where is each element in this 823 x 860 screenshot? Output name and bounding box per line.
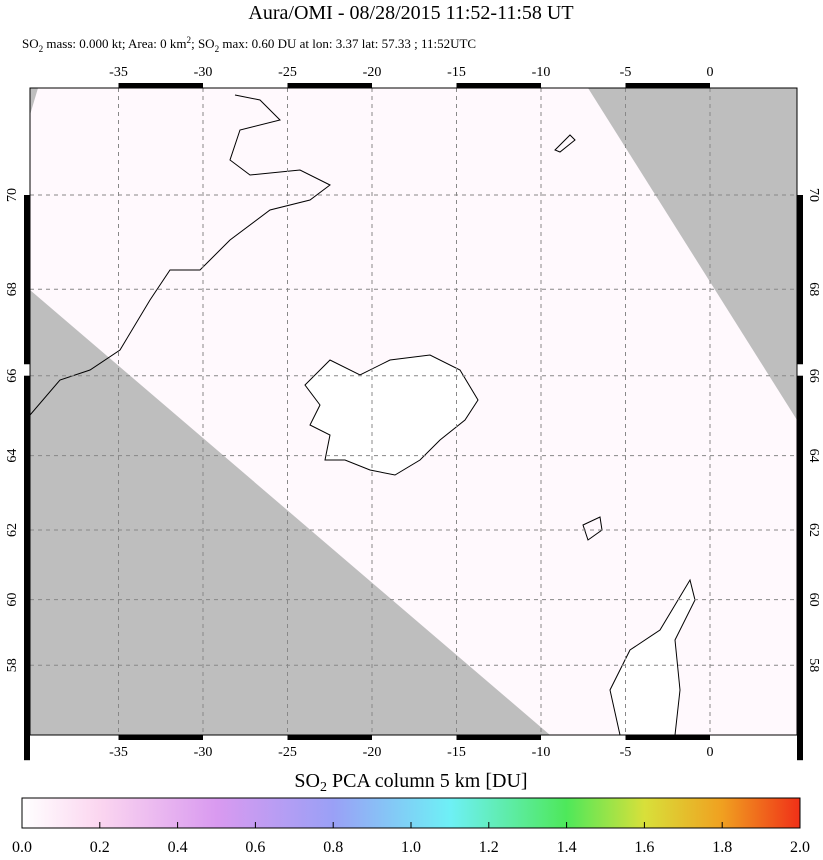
frame-tick xyxy=(797,375,803,471)
colorbar-tick-label: 0.2 xyxy=(90,839,110,855)
y-tick-label: 68 xyxy=(5,282,20,296)
greenland-coast xyxy=(30,94,331,416)
frame-tick xyxy=(797,455,803,531)
x-tick-label: -30 xyxy=(194,65,213,80)
text-part: ; SO xyxy=(191,36,214,51)
subtitle: SO2 mass: 0.000 kt; Area: 0 km2; SO2 max… xyxy=(22,35,476,54)
iceland xyxy=(304,354,479,476)
frame-tick xyxy=(24,665,30,761)
y-tick-label: 62 xyxy=(806,523,821,537)
x-tick-label: 0 xyxy=(707,65,714,80)
text-part: PCA column 5 km [DU] xyxy=(327,770,528,792)
y-tick-label: 64 xyxy=(5,449,20,463)
text-part: SO xyxy=(22,36,39,51)
frame-tick xyxy=(287,735,372,740)
frame-tick xyxy=(456,735,541,740)
frame-tick xyxy=(797,289,803,365)
y-tick-label: 66 xyxy=(806,369,821,383)
frame-tick xyxy=(118,83,203,88)
subscript: 2 xyxy=(39,44,44,54)
y-tick-label: 60 xyxy=(806,593,821,607)
frame-tick xyxy=(24,375,30,471)
y-tick-label: 64 xyxy=(806,449,821,463)
x-tick-label: -15 xyxy=(447,65,466,80)
y-tick-label: 70 xyxy=(5,188,20,202)
colorbar-tick-label: 0.4 xyxy=(168,839,188,855)
frame-tick xyxy=(24,289,30,365)
y-tick-label: 58 xyxy=(5,658,20,672)
frame-tick xyxy=(625,83,710,88)
frame-tick xyxy=(456,83,541,88)
frame-tick xyxy=(797,529,803,625)
x-tick-label: -25 xyxy=(278,65,297,80)
frame-tick xyxy=(24,195,30,290)
colorbar-tick-label: 0.6 xyxy=(245,839,265,855)
colorbar-tick-label: 1.8 xyxy=(712,839,732,855)
frame-tick xyxy=(24,599,30,675)
map-frame xyxy=(29,87,798,736)
x-tick-label: -5 xyxy=(620,745,632,760)
x-tick-label: -35 xyxy=(109,65,128,80)
x-tick-label: 0 xyxy=(707,745,714,760)
frame-tick xyxy=(118,735,203,740)
frame-tick xyxy=(797,599,803,675)
y-tick-label: 58 xyxy=(806,658,821,672)
map xyxy=(30,88,797,735)
x-tick-label: -35 xyxy=(109,745,128,760)
y-tick-label: 62 xyxy=(5,523,20,537)
frame-tick xyxy=(797,195,803,290)
y-tick-label: 68 xyxy=(806,282,821,296)
jan-mayen xyxy=(554,134,576,153)
scotland xyxy=(609,578,696,735)
graticule: -35 -35 -30 -30 -25 -25 -20 -20 -15 -15 -10 -10 -5 -5… xyxy=(5,65,821,761)
x-tick-label: -10 xyxy=(532,65,551,80)
x-tick-label: -5 xyxy=(620,65,632,80)
text-part: mass: 0.000 kt; Area: 0 km xyxy=(43,36,186,51)
colorbar-title: SO2 PCA column 5 km [DU] xyxy=(294,770,527,795)
x-tick-label: -20 xyxy=(363,745,382,760)
frame-tick xyxy=(625,735,710,740)
colorbar-tick-label: 2.0 xyxy=(790,839,810,855)
x-tick-label: -25 xyxy=(278,745,297,760)
text-part: SO xyxy=(294,770,320,792)
colorbar-tick-label: 1.4 xyxy=(557,839,577,855)
y-tick-label: 70 xyxy=(806,188,821,202)
colorbar-tick-label: 1.0 xyxy=(401,839,421,855)
title: Aura/OMI - 08/28/2015 11:52-11:58 UT xyxy=(248,2,573,24)
colorbar-tick-label: 0.0 xyxy=(12,839,32,855)
frame-tick xyxy=(287,83,372,88)
y-tick-label: 66 xyxy=(5,369,20,383)
subscript: 2 xyxy=(215,44,220,54)
text-part: max: 0.60 DU at lon: 3.37 lat: 57.33 ; 1… xyxy=(219,36,476,51)
subscript: 2 xyxy=(320,780,327,795)
frame-tick xyxy=(797,665,803,761)
colorbar-tick-label: 1.6 xyxy=(634,839,654,855)
x-tick-label: -30 xyxy=(194,745,213,760)
x-tick-label: -10 xyxy=(532,745,551,760)
x-tick-label: -20 xyxy=(363,65,382,80)
colorbar-tick-label: 1.2 xyxy=(479,839,499,855)
colorbar-tick-label: 0.8 xyxy=(323,839,343,855)
frame-tick xyxy=(24,455,30,531)
x-tick-label: -15 xyxy=(447,745,466,760)
frame-tick xyxy=(24,529,30,625)
y-tick-label: 60 xyxy=(5,593,20,607)
superscript: 2 xyxy=(187,35,192,45)
